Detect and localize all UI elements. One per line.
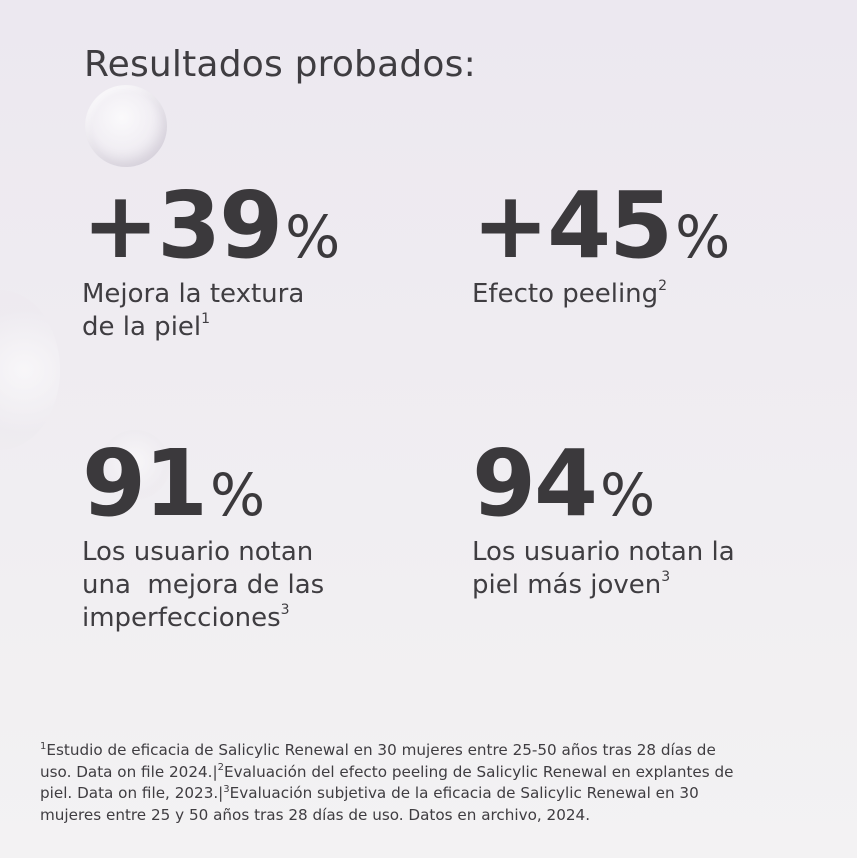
water-droplet-decoration — [85, 85, 167, 167]
stat-younger-skin: 94 % Los usuario notan la piel más joven… — [472, 438, 735, 602]
footnote-marker: 3 — [223, 783, 230, 795]
percent-sign: % — [600, 461, 656, 529]
stat-label-line: piel más joven3 — [472, 569, 735, 602]
stat-value: +45 % — [472, 180, 730, 272]
footnote-marker: 1 — [40, 740, 47, 752]
stat-label-line: de la piel1 — [82, 311, 340, 344]
footnote-text: uso. Data on file 2024.| — [40, 762, 218, 781]
footnote-text: Evaluación del efecto peeling de Salicyl… — [223, 762, 734, 781]
footnote: 1Estudio de eficacia de Salicylic Renewa… — [40, 740, 830, 826]
stat-value: 94 % — [472, 438, 735, 530]
percent-sign: % — [210, 461, 266, 529]
stat-number: +39 — [82, 172, 283, 279]
footnote-marker: 2 — [658, 278, 668, 295]
stat-label-text: Efecto peeling — [472, 279, 659, 309]
stat-peeling: +45 % Efecto peeling2 — [472, 180, 730, 311]
footnote-text: Estudio de eficacia de Salicylic Renewal… — [46, 741, 716, 759]
percent-sign: % — [285, 203, 341, 271]
page-title: Resultados probados: — [84, 44, 476, 85]
stat-number: +45 — [472, 172, 673, 279]
stat-number: 91 — [82, 430, 208, 537]
stat-imperfections: 91 % Los usuario notan una mejora de las… — [82, 438, 324, 635]
water-droplet-decoration — [0, 290, 60, 450]
stat-label: Mejora la textura de la piel1 — [82, 278, 340, 344]
footnote-line: 1Estudio de eficacia de Salicylic Renewa… — [40, 740, 830, 762]
stat-label-text: imperfecciones — [82, 603, 281, 633]
stat-label-line: una mejora de las — [82, 570, 325, 600]
stat-label-line: Los usuario notan la — [472, 537, 735, 567]
footnote-line: piel. Data on file, 2023.|3Evaluación su… — [40, 783, 830, 805]
stat-texture: +39 % Mejora la textura de la piel1 — [82, 180, 340, 344]
footnote-line: mujeres entre 25 y 50 años tras 28 días … — [40, 805, 591, 824]
stat-label-line: Efecto peeling2 — [472, 278, 730, 311]
footnote-text: piel. Data on file, 2023.| — [40, 784, 224, 802]
stat-label-line: imperfecciones3 — [82, 602, 324, 635]
footnote-marker: 3 — [280, 602, 290, 619]
stat-value: +39 % — [82, 180, 340, 272]
footnote-marker: 2 — [217, 762, 224, 774]
footnote-marker: 3 — [661, 569, 671, 586]
stat-label: Los usuario notan la piel más joven3 — [472, 536, 735, 602]
stat-value: 91 % — [82, 438, 324, 530]
stat-label-text: de la piel — [82, 312, 202, 342]
stat-label-line: Mejora la textura — [82, 279, 305, 309]
percent-sign: % — [675, 203, 731, 271]
stat-label-line: Los usuario notan — [82, 537, 314, 567]
stat-number: 94 — [472, 430, 598, 537]
stat-label: Efecto peeling2 — [472, 278, 730, 311]
footnote-text: Evaluación subjetiva de la eficacia de S… — [229, 784, 699, 802]
footnote-line: uso. Data on file 2024.|2Evaluación del … — [40, 762, 830, 784]
stat-label: Los usuario notan una mejora de las impe… — [82, 536, 324, 635]
stat-label-text: piel más joven — [472, 570, 662, 600]
footnote-marker: 1 — [201, 311, 211, 328]
